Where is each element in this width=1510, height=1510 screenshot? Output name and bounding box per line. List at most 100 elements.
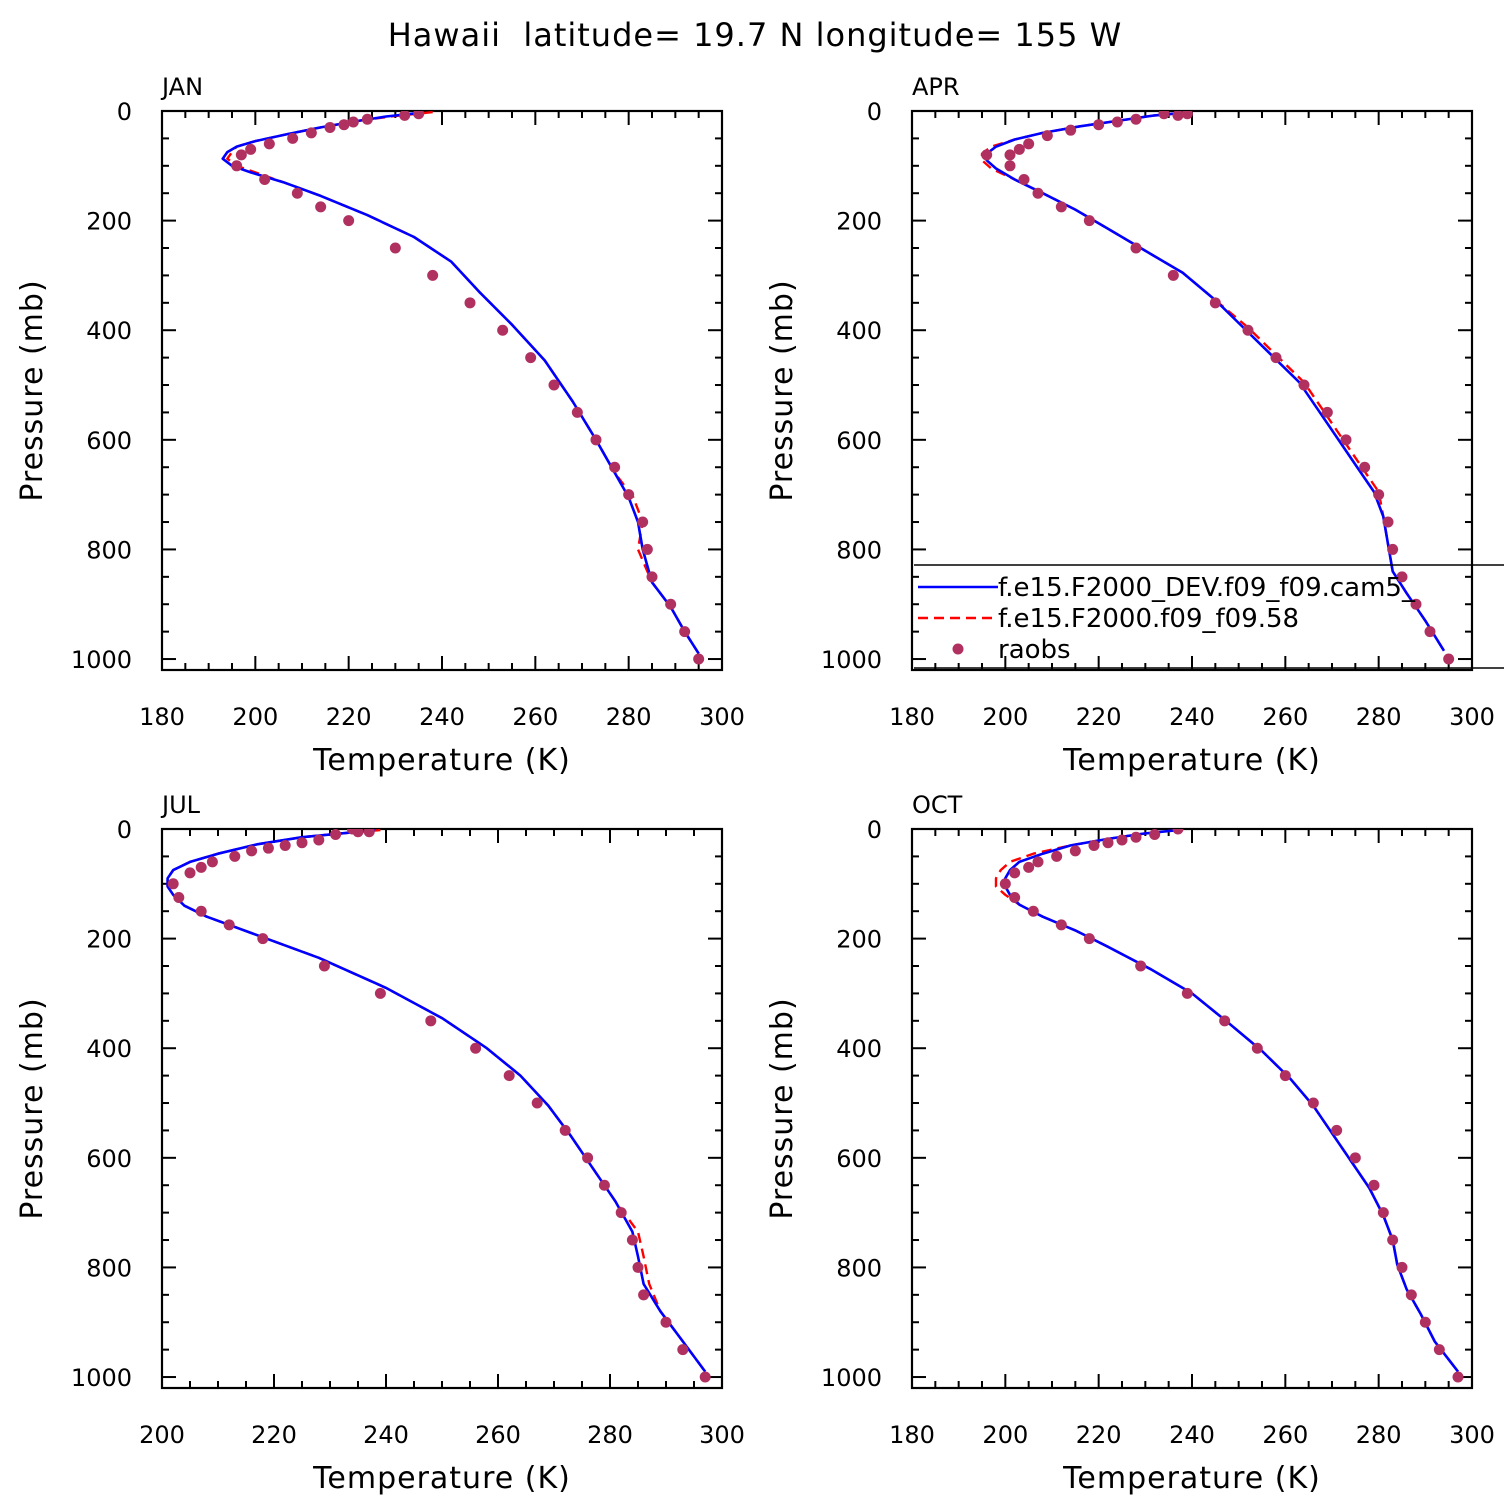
x-tick-label: 260 xyxy=(475,1421,521,1449)
raobs-point xyxy=(609,461,621,473)
x-tick-label: 220 xyxy=(1076,1421,1122,1449)
raobs-point xyxy=(1181,111,1193,120)
raobs-point xyxy=(1023,861,1035,873)
raobs-point xyxy=(548,379,560,391)
raobs-point xyxy=(361,113,373,125)
raobs-point xyxy=(229,850,241,862)
raobs-point xyxy=(1307,1097,1319,1109)
raobs-point xyxy=(646,571,658,583)
raobs-point xyxy=(257,933,269,945)
raobs-point xyxy=(231,160,243,172)
y-tick-label: 600 xyxy=(86,427,132,455)
raobs-point xyxy=(598,1179,610,1191)
raobs-point xyxy=(1032,187,1044,199)
raobs-point xyxy=(425,1015,437,1027)
y-tick-label: 200 xyxy=(86,926,132,954)
raobs-point xyxy=(1387,543,1399,555)
panels: JAN 180 200 220 240 260 280 300 0 200 400 600 800 100… xyxy=(15,73,1495,1496)
raobs-point xyxy=(427,269,439,281)
raobs-point xyxy=(1331,1124,1343,1136)
raobs-point xyxy=(1219,1015,1231,1027)
raobs-point xyxy=(1298,379,1310,391)
raobs-point xyxy=(246,845,258,857)
raobs-point xyxy=(324,121,336,133)
raobs-point xyxy=(313,834,325,846)
x-tick-label: 280 xyxy=(606,703,652,731)
x-tick-label: 180 xyxy=(889,703,935,731)
x-tick-label: 220 xyxy=(326,703,372,731)
x-tick-label: 260 xyxy=(1262,1421,1308,1449)
y-axis-title: Pressure (mb) xyxy=(15,997,50,1219)
raobs-point xyxy=(1396,1261,1408,1273)
raobs-point xyxy=(259,174,271,186)
raobs-point xyxy=(245,143,257,155)
x-tick-label: 280 xyxy=(1356,703,1402,731)
x-tick-label: 200 xyxy=(982,703,1028,731)
raobs-point xyxy=(641,543,653,555)
y-axis-title: Pressure (mb) xyxy=(15,279,50,501)
raobs-point xyxy=(1387,1234,1399,1246)
raobs-point xyxy=(1382,516,1394,528)
raobs-point xyxy=(464,297,476,309)
raobs-point xyxy=(1377,1207,1389,1219)
x-tick-label: 220 xyxy=(251,1421,297,1449)
x-tick-label: 300 xyxy=(1449,703,1495,731)
panel-label-oct: OCT xyxy=(912,791,963,819)
y-tick-label: 800 xyxy=(86,1254,132,1282)
x-axis-title: Temperature (K) xyxy=(1062,1461,1321,1496)
raobs-point xyxy=(262,842,274,854)
x-tick-label: 180 xyxy=(889,1421,935,1449)
x-tick-label: 240 xyxy=(419,703,465,731)
raobs-point xyxy=(503,1070,515,1082)
raobs-point xyxy=(1065,124,1077,136)
y-axis-title: Pressure (mb) xyxy=(765,279,800,501)
raobs-point xyxy=(173,892,185,904)
raobs-point xyxy=(1116,834,1128,846)
x-axis-title: Temperature (K) xyxy=(312,1461,571,1496)
panel-label-apr: APR xyxy=(912,73,960,101)
series-line-f2000-dev xyxy=(1004,829,1460,1373)
y-tick-label: 200 xyxy=(86,208,132,236)
y-tick-label: 1000 xyxy=(71,1364,132,1392)
y-tick-label: 800 xyxy=(836,1254,882,1282)
plot-area xyxy=(980,111,1455,665)
raobs-point xyxy=(1083,215,1095,227)
raobs-point xyxy=(1135,960,1147,972)
panel-jul: JUL 200 220 240 260 280 300 0 200 400 600 800 1000 Te… xyxy=(15,791,745,1496)
y-tick-label: 600 xyxy=(836,1145,882,1173)
raobs-point xyxy=(1149,829,1161,840)
figure-title: Hawaii latitude= 19.7 N longitude= 155 W xyxy=(388,16,1123,54)
series-line-f2000-dev xyxy=(221,111,700,655)
raobs-point xyxy=(1069,845,1081,857)
raobs-point xyxy=(1018,174,1030,186)
raobs-point xyxy=(590,434,602,446)
raobs-point xyxy=(626,1234,638,1246)
x-axis-title: Temperature (K) xyxy=(312,743,571,778)
raobs-point xyxy=(363,829,375,838)
raobs-point xyxy=(1088,839,1100,851)
raobs-point xyxy=(1102,837,1114,849)
y-tick-label: 1000 xyxy=(821,646,882,674)
raobs-point xyxy=(497,324,509,336)
raobs-point xyxy=(399,111,411,121)
raobs-point xyxy=(318,960,330,972)
raobs-point xyxy=(1419,1316,1431,1328)
raobs-point xyxy=(679,626,691,638)
raobs-point xyxy=(330,829,342,840)
raobs-point xyxy=(699,1371,711,1383)
raobs-point xyxy=(1083,933,1095,945)
x-tick-label: 280 xyxy=(1356,1421,1402,1449)
x-tick-label: 240 xyxy=(363,1421,409,1449)
plot-area xyxy=(166,829,711,1383)
raobs-point xyxy=(1349,1152,1361,1164)
x-tick-label: 280 xyxy=(587,1421,633,1449)
raobs-point xyxy=(571,406,583,418)
raobs-point xyxy=(389,242,401,254)
x-tick-label: 300 xyxy=(699,1421,745,1449)
x-tick-label: 260 xyxy=(512,703,558,731)
raobs-point xyxy=(1321,406,1333,418)
raobs-point xyxy=(235,149,247,161)
raobs-point xyxy=(1433,1344,1445,1356)
y-tick-label: 0 xyxy=(867,816,882,844)
